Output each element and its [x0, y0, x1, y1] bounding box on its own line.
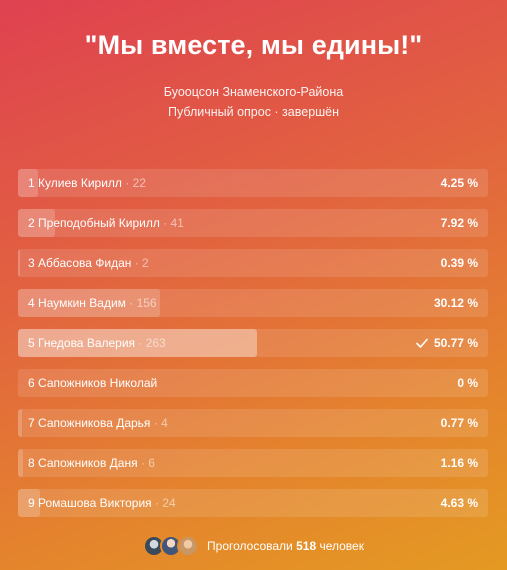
- option-name: Преподобный Кирилл: [38, 216, 160, 230]
- poll-option-1[interactable]: 1 Кулиев Кирилл · 22 4.25 %: [18, 169, 488, 197]
- option-name: Аббасова Фидан: [38, 256, 132, 270]
- poll-title: "Мы вместе, мы едины!": [84, 30, 423, 60]
- avatar[interactable]: [177, 535, 200, 557]
- option-name: Ромашова Виктория: [38, 496, 152, 510]
- poll-footer: Проголосовали 518 человек: [0, 533, 507, 559]
- option-percent: 4.25 %: [441, 169, 478, 197]
- option-vote-count: · 22: [121, 176, 146, 190]
- option-label: 6 Сапожников Николай: [28, 369, 157, 397]
- option-result-bar: [18, 409, 22, 437]
- option-label: 9 Ромашова Виктория · 24: [28, 489, 176, 517]
- option-label: 4 Наумкин Вадим · 156: [28, 289, 157, 317]
- voted-caption[interactable]: Проголосовали 518 человек: [207, 539, 364, 553]
- option-number: 3: [28, 256, 35, 270]
- option-vote-count: · 2: [131, 256, 149, 270]
- option-number: 9: [28, 496, 35, 510]
- poll-option-4[interactable]: 4 Наумкин Вадим · 156 30.12 %: [18, 289, 488, 317]
- option-percent-value: 0.77 %: [440, 416, 478, 430]
- option-label: 1 Кулиев Кирилл · 22: [28, 169, 146, 197]
- option-name: Сапожникова Дарья: [38, 416, 151, 430]
- option-result-bar: [18, 329, 257, 357]
- poll-type: Публичный опрос · завершён: [167, 105, 340, 119]
- option-number: 1: [28, 176, 35, 190]
- voted-suffix: человек: [319, 539, 364, 553]
- poll-option-5[interactable]: 5 Гнедова Валерия · 263 50.77 %: [18, 329, 488, 357]
- option-label: 5 Гнедова Валерия · 263: [28, 329, 166, 357]
- option-vote-count: · 4: [150, 416, 168, 430]
- option-result-bar: [18, 489, 40, 517]
- option-name: Гнедова Валерия: [38, 336, 136, 350]
- option-percent-value: 0.39 %: [440, 256, 478, 270]
- option-percent: 50.77 %: [415, 329, 478, 357]
- option-number: 6: [28, 376, 35, 390]
- poll-option-7[interactable]: 7 Сапожникова Дарья · 4 0.77 %: [18, 409, 488, 437]
- option-label: 3 Аббасова Фидан · 2: [28, 249, 149, 277]
- option-percent-value: 50.77 %: [433, 336, 478, 350]
- option-percent-value: 0 %: [457, 376, 478, 390]
- poll-group-link[interactable]: Буооцсон Знаменского-Района: [163, 85, 344, 99]
- option-number: 7: [28, 416, 35, 430]
- option-percent: 0.39 %: [441, 249, 478, 277]
- option-vote-count: · 41: [159, 216, 184, 230]
- poll-option-3[interactable]: 3 Аббасова Фидан · 2 0.39 %: [18, 249, 488, 277]
- option-percent-value: 30.12 %: [433, 296, 478, 310]
- poll-option-6[interactable]: 6 Сапожников Николай 0 %: [18, 369, 488, 397]
- voter-avatars[interactable]: [143, 535, 200, 557]
- option-result-bar: [18, 289, 160, 317]
- option-percent-value: 4.63 %: [440, 496, 478, 510]
- option-number: 2: [28, 216, 35, 230]
- voted-prefix: Проголосовали: [207, 539, 293, 553]
- option-result-bar: [18, 449, 24, 477]
- option-percent: 4.63 %: [441, 489, 478, 517]
- option-percent: 30.12 %: [434, 289, 478, 317]
- option-result-bar: [18, 169, 38, 197]
- option-name: Наумкин Вадим: [38, 296, 126, 310]
- option-number: 8: [28, 456, 35, 470]
- option-result-bar: [18, 249, 20, 277]
- option-name: Сапожников Николай: [38, 376, 158, 390]
- option-vote-count: · 24: [151, 496, 176, 510]
- poll-options: 1 Кулиев Кирилл · 22 4.25 % 2 Преподобный …: [18, 169, 488, 529]
- option-label: 2 Преподобный Кирилл · 41: [28, 209, 184, 237]
- option-result-bar: [18, 209, 56, 237]
- poll-option-8[interactable]: 8 Сапожников Даня · 6 1.16 %: [18, 449, 488, 477]
- option-vote-count: · 263: [135, 336, 166, 350]
- option-name: Сапожников Даня: [38, 456, 138, 470]
- option-label: 8 Сапожников Даня · 6: [28, 449, 155, 477]
- option-label: 7 Сапожникова Дарья · 4: [28, 409, 168, 437]
- poll-option-2[interactable]: 2 Преподобный Кирилл · 41 7.92 %: [18, 209, 488, 237]
- option-percent: 0 %: [457, 369, 478, 397]
- poll-subtitle: Буооцсон Знаменского-Района Публичный оп…: [0, 82, 507, 122]
- option-percent-value: 1.16 %: [440, 456, 478, 470]
- option-percent: 7.92 %: [441, 209, 478, 237]
- option-number: 5: [28, 336, 35, 350]
- voted-count: 518: [296, 539, 317, 553]
- option-percent-value: 7.92 %: [440, 216, 478, 230]
- poll-option-9[interactable]: 9 Ромашова Виктория · 24 4.63 %: [18, 489, 488, 517]
- option-number: 4: [28, 296, 35, 310]
- option-vote-count: · 6: [137, 456, 155, 470]
- option-vote-count: · 156: [125, 296, 157, 310]
- option-percent: 0.77 %: [441, 409, 478, 437]
- option-name: Кулиев Кирилл: [38, 176, 122, 190]
- option-percent: 1.16 %: [441, 449, 478, 477]
- option-percent-value: 4.25 %: [440, 176, 478, 190]
- check-icon: [416, 338, 428, 348]
